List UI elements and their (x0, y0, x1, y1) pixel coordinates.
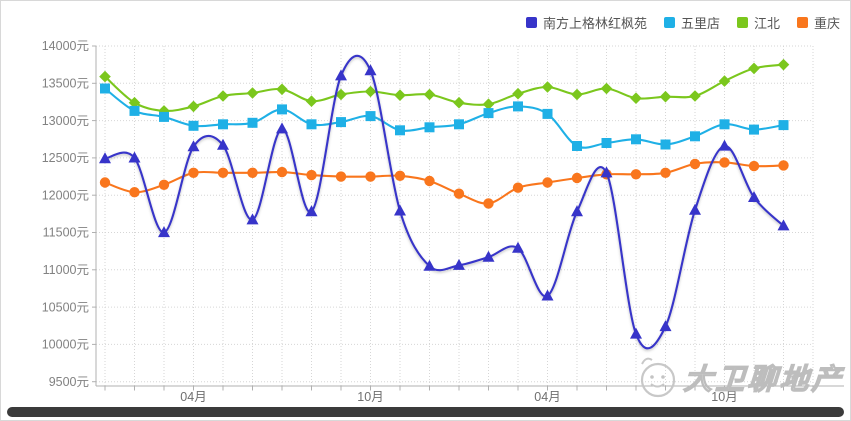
series-0 (99, 54, 790, 350)
bottom-frame-bar (7, 407, 844, 417)
legend-label-nanfang: 南方上格林红枫苑 (542, 16, 647, 31)
y-tick-label: 11000元 (43, 263, 89, 277)
x-tick-label: 10月 (357, 390, 383, 404)
x-tick-label: 04月 (180, 390, 206, 404)
legend-item-wulidian[interactable]: 五里店 (663, 13, 720, 32)
legend-label-jiangbei: 江北 (753, 16, 780, 31)
series-2 (99, 58, 790, 117)
legend-item-nanfang[interactable]: 南方上格林红枫苑 (525, 13, 647, 32)
y-tick-label: 12500元 (42, 151, 89, 165)
x-axis-labels: 04月 10月 04月 10月 (180, 390, 737, 404)
series-1 (100, 83, 789, 151)
legend-item-jiangbei[interactable]: 江北 (736, 13, 780, 32)
legend-swatch-chongqing (796, 17, 808, 28)
legend-swatch-jiangbei (736, 17, 748, 28)
y-tick-label: 14000元 (42, 39, 89, 53)
y-tick-label: 13000元 (42, 114, 89, 128)
legend-swatch-wulidian (663, 17, 675, 28)
series-line-3 (104, 161, 784, 205)
y-tick-label: 10500元 (42, 300, 89, 314)
series-markers-0 (99, 64, 790, 339)
y-tick-label: 13500元 (42, 77, 89, 91)
chart-legend: 南方上格林红枫苑 五里店 江北 重庆 (525, 13, 840, 32)
series-3 (99, 157, 789, 209)
axes (92, 45, 844, 391)
legend-swatch-nanfang (525, 17, 537, 28)
gridlines (96, 45, 814, 386)
y-tick-label: 10000元 (42, 338, 89, 352)
x-tick-label: 04月 (534, 390, 560, 404)
legend-label-wulidian: 五里店 (680, 16, 720, 31)
legend-item-chongqing[interactable]: 重庆 (796, 13, 840, 32)
y-tick-label: 12000元 (42, 188, 89, 202)
legend-label-chongqing: 重庆 (813, 16, 840, 31)
series-markers-2 (99, 58, 790, 117)
series-markers-3 (99, 157, 789, 209)
series-line-2 (104, 63, 784, 113)
series-markers-1 (100, 83, 789, 151)
series-line-0 (104, 54, 785, 350)
y-tick-label: 9500元 (49, 375, 89, 389)
x-tick-label: 10月 (711, 390, 737, 404)
y-axis-labels: 14000元 13500元 13000元 12500元 12000元 11500元 1100… (42, 39, 89, 389)
y-tick-label: 11500元 (43, 226, 89, 240)
